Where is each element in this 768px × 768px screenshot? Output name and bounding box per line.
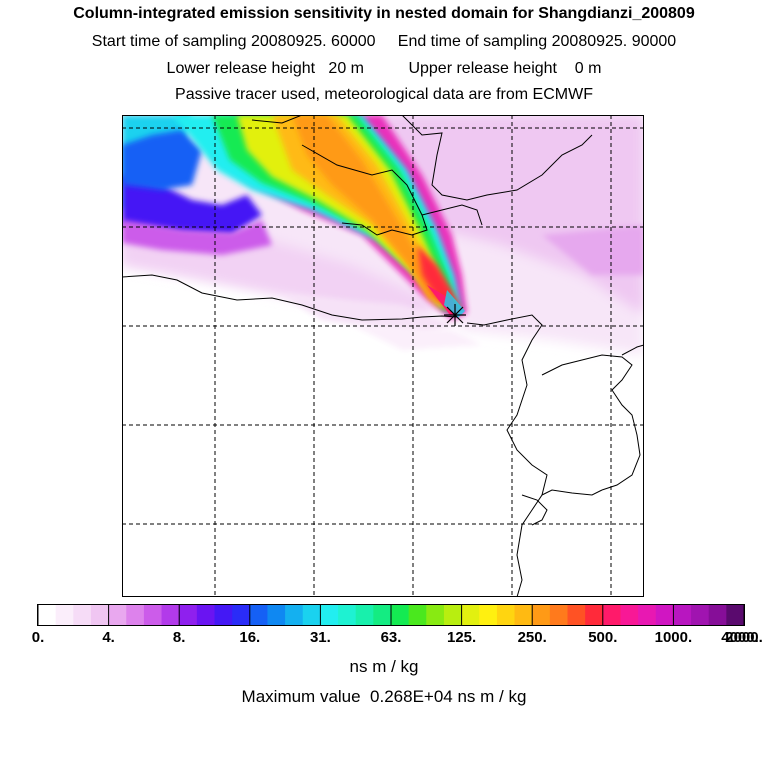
colorbar-swatch xyxy=(514,605,533,625)
colorbar-tick-label: 4. xyxy=(102,629,115,646)
sensitivity-map xyxy=(122,115,644,597)
colorbar-swatch xyxy=(673,605,692,625)
colorbar-tick-label: 500. xyxy=(588,629,618,646)
colorbar-swatch xyxy=(126,605,145,625)
colorbar-swatch xyxy=(691,605,710,625)
colorbar-swatch xyxy=(302,605,321,625)
colorbar-swatch xyxy=(90,605,110,625)
colorbar-swatch xyxy=(620,605,639,625)
colorbar-swatch xyxy=(426,605,445,625)
colorbar-swatch xyxy=(602,605,621,625)
colorbar-tick-label: 4000. xyxy=(721,629,759,646)
map-title: Column-integrated emission sensitivity i… xyxy=(73,5,695,22)
colorbar-swatch xyxy=(443,605,463,625)
colorbar-swatch xyxy=(638,605,657,625)
release-height-line: Lower release height 20 m Upper release … xyxy=(166,60,602,77)
colorbar-swatch xyxy=(143,605,163,625)
map-panel xyxy=(122,115,644,597)
colorbar-swatch xyxy=(249,605,268,625)
colorbar-swatch xyxy=(285,605,304,625)
colorbar-swatch xyxy=(585,605,604,625)
colorbar-swatch xyxy=(338,605,357,625)
colorbar-tick-label: 31. xyxy=(309,629,331,646)
colorbar-swatch xyxy=(408,605,427,625)
colorbar-swatch xyxy=(214,605,233,625)
colorbar-border xyxy=(37,604,745,626)
coastlines xyxy=(122,115,644,597)
sensitivity-field xyxy=(122,115,644,355)
colorbar-swatch xyxy=(567,605,586,625)
colorbar-swatches xyxy=(37,604,745,626)
tracer-info-line: Passive tracer used, meteorological data… xyxy=(175,86,593,103)
colorbar-swatch xyxy=(726,605,745,625)
map-border xyxy=(122,115,644,597)
colorbar-swatch xyxy=(479,605,498,625)
colorbar-swatch xyxy=(532,605,551,625)
colorbar-swatch xyxy=(496,605,516,625)
colorbar xyxy=(37,604,745,626)
maximum-value-line: Maximum value 0.268E+04 ns m / kg xyxy=(241,687,527,706)
colorbar-swatch xyxy=(320,605,339,625)
receptor-star-icon xyxy=(444,304,466,326)
colorbar-swatch xyxy=(232,605,251,625)
colorbar-swatch xyxy=(38,605,57,625)
colorbar-tick-label: 63. xyxy=(380,629,402,646)
colorbar-swatch xyxy=(655,605,674,625)
colorbar-swatch xyxy=(55,605,74,625)
colorbar-swatch xyxy=(196,605,215,625)
colorbar-swatch xyxy=(549,605,568,625)
colorbar-tick-label: 0. xyxy=(31,629,45,646)
colorbar-swatch xyxy=(355,605,374,625)
colorbar-swatch xyxy=(108,605,127,625)
sampling-time-line: Start time of sampling 20080925. 60000 E… xyxy=(91,33,677,50)
colorbar-swatch xyxy=(461,605,480,625)
colorbar-tick-label: 1000. xyxy=(654,629,693,646)
colorbar-tick-label: 16. xyxy=(239,629,261,646)
colorbar-tick-label: 2000. xyxy=(725,629,763,646)
colorbar-units: ns m / kg xyxy=(349,657,419,676)
colorbar-swatch xyxy=(267,605,286,625)
colorbar-swatch xyxy=(373,605,392,625)
lat-lon-grid xyxy=(122,115,644,597)
colorbar-swatch xyxy=(73,605,92,625)
colorbar-swatch xyxy=(161,605,180,625)
colorbar-tick-label: 8. xyxy=(172,629,186,646)
colorbar-swatch xyxy=(179,605,198,625)
colorbar-tick-label: 125. xyxy=(446,629,477,646)
colorbar-swatch xyxy=(391,605,410,625)
colorbar-swatch xyxy=(708,605,727,625)
colorbar-tick-label: 250. xyxy=(517,629,547,646)
